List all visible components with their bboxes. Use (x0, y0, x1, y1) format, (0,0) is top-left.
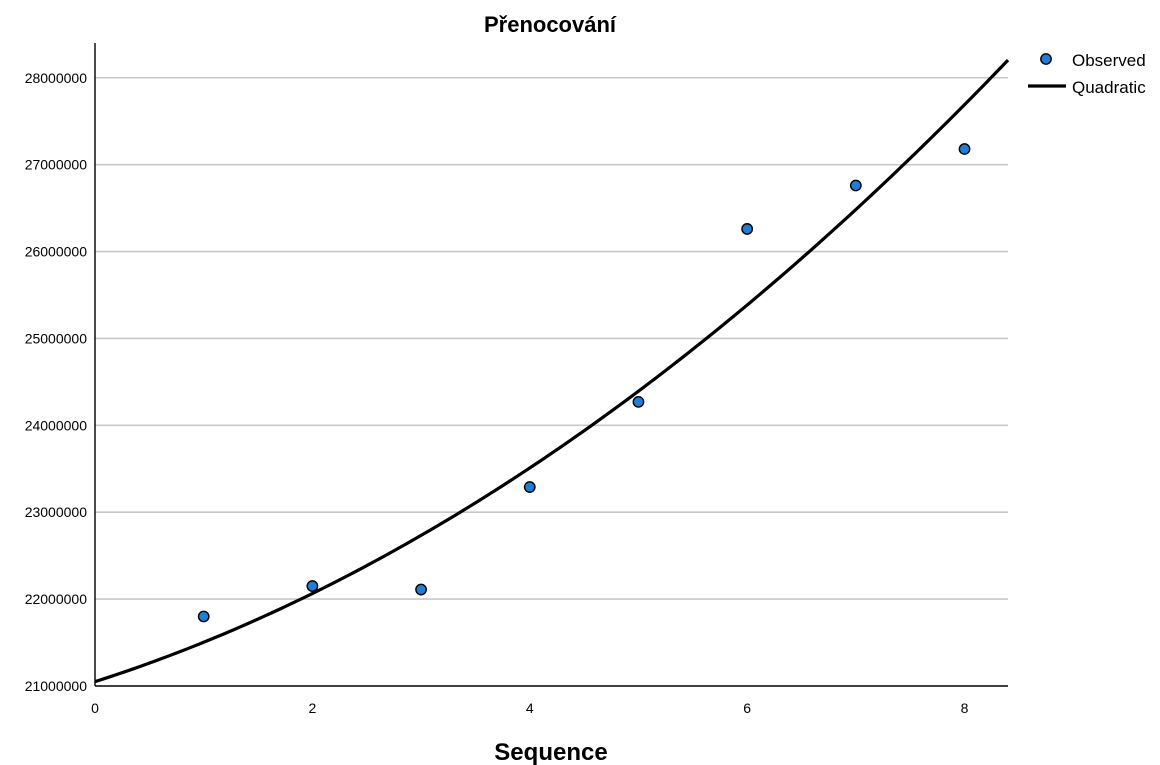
observed-point (415, 583, 427, 596)
legend: Observed Quadratic (1028, 51, 1146, 97)
observed-points-layer (197, 143, 971, 623)
y-tick-label: 25000000 (25, 330, 88, 346)
observed-point (197, 610, 210, 623)
y-tick-label: 26000000 (25, 244, 88, 260)
y-tick-label: 27000000 (25, 157, 88, 173)
y-tick-label: 24000000 (25, 417, 88, 433)
observed-point (741, 223, 754, 235)
x-axis-label: Sequence (494, 739, 607, 765)
x-tick-label: 6 (743, 700, 751, 716)
observed-point (632, 395, 645, 408)
legend-observed-marker (1040, 53, 1052, 65)
gridlines (95, 76, 1008, 600)
x-tick-label: 4 (526, 700, 534, 716)
fit-line-layer (94, 59, 1010, 684)
observed-point (306, 580, 319, 592)
observed-point (849, 179, 862, 192)
observed-point (958, 143, 971, 155)
quadratic-fit-line (94, 59, 1010, 684)
y-tick-label: 28000000 (25, 70, 88, 86)
legend-quadratic-label: Quadratic (1072, 78, 1146, 97)
y-tick-label: 21000000 (25, 678, 88, 694)
chart-title: Přenocování (484, 12, 617, 37)
y-tick-label: 22000000 (25, 591, 88, 607)
legend-observed-label: Observed (1072, 51, 1146, 70)
observed-point (523, 481, 536, 493)
y-tick-label: 23000000 (25, 504, 88, 520)
x-tick-label: 8 (961, 700, 969, 716)
x-tick-label: 2 (308, 700, 316, 716)
x-tick-label: 0 (91, 700, 99, 716)
tick-labels: 21000000 22000000 23000000 24000000 25000000… (25, 70, 969, 716)
axes (94, 43, 1008, 687)
